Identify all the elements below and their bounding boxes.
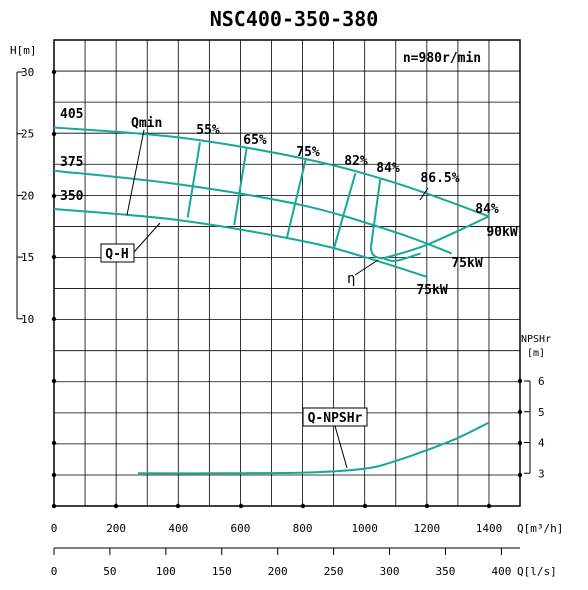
efficiency-line: [286, 159, 307, 238]
efficiency-hook: [369, 247, 384, 260]
impeller-diameter-label: 405: [60, 107, 83, 122]
efficiency-label: 55%: [196, 123, 220, 138]
grid: [51, 39, 523, 509]
qmin-label: Qmin: [131, 116, 162, 131]
power-label: 90kW: [486, 225, 517, 240]
npsh-axis-tick-label: 6: [538, 375, 545, 388]
x-axis-ls-tick-label: 350: [436, 565, 456, 578]
efficiency-label: 84%: [475, 202, 499, 217]
x-axis-m3h: 0 200 400 600 800 1000 1200 1400: [51, 522, 503, 535]
npsh-axis-label-unit: [m]: [527, 348, 545, 359]
efficiency-line: [332, 172, 357, 250]
annotations: 55% 65% 75% 82% 84% 86.5% 84% 405 375 350 Qmin Q-H η…: [60, 107, 518, 469]
efficiency-label: 84%: [376, 161, 400, 176]
x-axis-m3h-tick-label: 600: [230, 522, 250, 535]
efficiency-island-lower: [383, 215, 490, 260]
h-axis-tick-label: 15: [21, 251, 34, 264]
efficiency-label: 65%: [243, 133, 267, 148]
npsh-axis-tick-label: 4: [538, 437, 545, 450]
x-axis-ls-tick-label: 200: [268, 565, 288, 578]
qh-label-box: [100, 243, 135, 263]
qmin-leader: [126, 129, 145, 216]
efficiency-island-bottom: [383, 252, 421, 262]
npsh-axis-label-top: NPSHr: [521, 334, 551, 345]
x-axis-ls-tick-label: 250: [324, 565, 344, 578]
npsh-curve: [137, 421, 490, 475]
h-axis-tick-label: 25: [21, 128, 34, 141]
efficiency-label: 75%: [296, 145, 320, 160]
eta-leader: [354, 259, 379, 276]
efficiency-label: 82%: [344, 154, 368, 169]
h-axis-label: H[m]: [10, 44, 37, 57]
qh-leader: [133, 222, 161, 253]
impeller-diameter-label: 350: [60, 189, 84, 204]
x-axis-ls-tick-label: 50: [103, 565, 116, 578]
qh-label: Q-H: [105, 247, 128, 262]
plot-frame: [53, 39, 521, 507]
efficiency-line: [186, 142, 201, 218]
bep-leader: [419, 187, 429, 201]
h-axis: 30 25 20 15 10: [16, 66, 34, 326]
curves: [53, 126, 490, 475]
x-axis-ls-tick-label: 400: [491, 565, 511, 578]
x-axis-ls: 0 50 100 150 200 250 300 350 400: [51, 547, 520, 578]
qh-curve-405: [53, 126, 490, 218]
x-axis-ls-tick-label: 0: [51, 565, 58, 578]
x-axis-m3h-tick-label: 1200: [414, 522, 441, 535]
x-axis-m3h-tick-label: 1400: [476, 522, 503, 535]
x-axis-m3h-tick-label: 400: [168, 522, 188, 535]
h-axis-tick-label: 10: [21, 313, 34, 326]
h-axis-tick-label: 20: [21, 189, 34, 202]
efficiency-line: [369, 179, 382, 248]
x-axis-m3h-tick-label: 1000: [351, 522, 378, 535]
x-axis-ls-label: Q[l/s]: [517, 565, 557, 578]
npsh-axis-tick-label: 5: [538, 406, 545, 419]
x-axis-m3h-tick-label: 800: [293, 522, 313, 535]
h-axis-tick-label: 30: [21, 66, 34, 79]
eta-label: η: [347, 271, 355, 287]
impeller-diameter-label: 375: [60, 155, 83, 170]
chart-title: NSC400-350-380: [210, 7, 379, 31]
efficiency-label: 86.5%: [420, 171, 459, 186]
x-axis-m3h-tick-label: 200: [106, 522, 126, 535]
x-axis-m3h-tick-label: 0: [51, 522, 58, 535]
qh-curve-375: [53, 169, 453, 255]
x-axis-ls-tick-label: 300: [380, 565, 400, 578]
npsh-axis: 6 5 4 3: [524, 375, 545, 480]
npsh-leader: [334, 425, 348, 469]
npsh-label: Q-NPSHr: [308, 411, 363, 426]
efficiency-line: [233, 148, 248, 226]
x-axis-m3h-label: Q[m³/h]: [517, 522, 563, 535]
npsh-axis-tick-label: 3: [538, 467, 545, 480]
x-axis-ls-tick-label: 100: [156, 565, 176, 578]
power-label: 75kW: [451, 256, 482, 271]
power-label: 75kW: [416, 283, 447, 298]
speed-label: n=980r/min: [403, 51, 481, 66]
x-axis-ls-tick-label: 150: [212, 565, 232, 578]
